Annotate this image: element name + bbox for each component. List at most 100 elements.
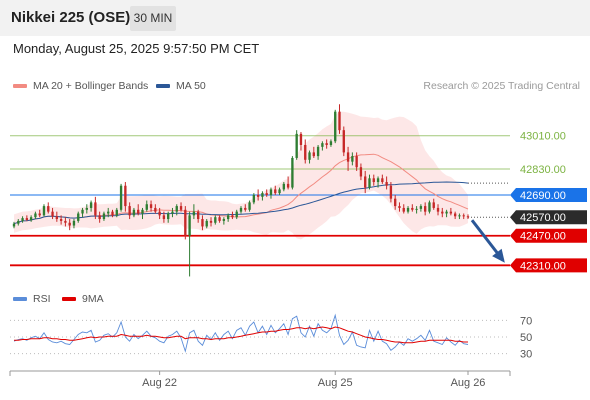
level-label-42690.00-bg [510,187,587,202]
candle-body-64 [286,183,290,188]
x-label-Aug 26: Aug 26 [451,377,486,389]
candle-body-101 [445,211,448,214]
candle-body-9 [51,211,54,217]
rsi-tick-70: 70 [520,315,532,327]
candle-body-53 [239,207,243,212]
level-label-43010.00-text: 43010.00 [520,131,566,143]
candle-body-3 [25,218,29,220]
candle-body-52 [235,211,238,218]
candle-body-76 [338,111,341,131]
ma50-legend: MA 50 [156,80,206,92]
candle-body-37 [171,211,174,214]
research-credit: Research © 2025 Trading Central [423,80,580,92]
current-price-label: 42570.00 [510,210,587,225]
candle-body-84 [372,178,375,183]
candle-body-74 [329,141,333,145]
candle-body-51 [231,215,234,218]
candle-body-4 [29,217,33,220]
candle-body-16 [81,209,84,214]
candle-body-86 [381,178,384,183]
rsi-ma-line [14,326,468,344]
candle-body-61 [274,189,277,194]
candle-body-60 [269,189,273,195]
candle-body-13 [68,222,71,226]
candle-body-54 [244,207,247,210]
candle-body-27 [128,206,131,216]
level-label-42470.00: 42470.00 [510,228,587,243]
candle-body-69 [308,152,311,160]
candle-body-44 [201,219,204,227]
level-label-42830.00-text: 42830.00 [520,164,566,176]
candle-body-32 [149,204,153,208]
rsi-tick-30: 30 [520,349,532,361]
candle-body-100 [441,211,444,214]
candle-body-89 [394,198,397,207]
rsi-ma-legend: 9MA [62,293,104,305]
candle-body-38 [175,206,178,212]
candle-body-72 [321,143,324,147]
candle-body-58 [261,193,264,197]
x-label-Aug 25: Aug 25 [318,377,353,389]
candle-body-18 [89,202,93,208]
candle-body-81 [359,167,363,177]
candle-body-35 [162,215,166,220]
candle-body-33 [154,207,157,212]
candle-body-62 [278,189,281,194]
candle-body-79 [351,156,354,162]
candle-body-43 [196,211,200,220]
forecast-arrow-head [492,248,505,263]
candle-body-63 [282,183,286,190]
candle-body-49 [222,219,226,221]
candle-body-11 [59,219,63,221]
rsi-ma-legend-label: 9MA [82,293,104,305]
candle-body-93 [411,207,414,210]
rsi-legend-label: RSI [33,293,51,305]
candle-body-96 [423,206,427,212]
candle-body-106 [466,216,470,218]
candle-body-56 [252,194,256,203]
candle-body-31 [145,204,148,210]
candle-body-94 [415,208,418,210]
candle-body-25 [119,185,123,210]
candle-body-39 [179,206,183,210]
candle-body-34 [158,211,161,216]
datetime-label: Monday, August 25, 2025 9:57:50 PM CET [13,41,260,56]
rsi-ma-swatch [62,297,76,302]
candle-body-91 [402,207,405,212]
candle-body-29 [137,209,140,214]
candle-body-102 [449,211,453,214]
candle-body-12 [64,220,67,223]
candle-body-97 [428,202,431,212]
candle-body-98 [432,202,435,208]
chart-header: Nikkei 225 (OSE) 30 MIN [0,0,590,36]
candle-body-46 [209,220,213,223]
candle-body-66 [295,133,298,158]
candle-body-10 [55,216,59,220]
candle-body-14 [72,220,76,226]
candle-body-67 [299,133,303,145]
candle-body-73 [325,143,328,145]
ma20-swatch [13,84,27,89]
candle-body-26 [124,185,127,207]
current-price-label-text: 42570.00 [520,212,566,224]
candle-body-82 [364,176,367,188]
candle-body-24 [115,209,118,216]
candle-body-71 [316,146,320,157]
candle-body-77 [342,130,345,153]
level-label-42470.00-bg [510,228,587,243]
candle-body-105 [462,215,465,217]
candle-body-36 [167,213,170,220]
level-label-42310.00-text: 42310.00 [520,260,566,272]
candle-body-15 [77,213,80,221]
candle-body-80 [355,156,358,168]
level-label-42470.00-text: 42470.00 [520,231,566,243]
timeframe-button[interactable]: 30 MIN [130,6,176,31]
ma50-legend-label: MA 50 [176,80,206,92]
ma20-legend: MA 20 + Bollinger Bands [13,80,148,92]
candle-body-6 [38,213,41,216]
candle-body-30 [141,209,144,214]
candle-body-42 [192,211,196,216]
candle-body-48 [218,217,221,221]
level-label-42310.00-bg [510,258,587,273]
